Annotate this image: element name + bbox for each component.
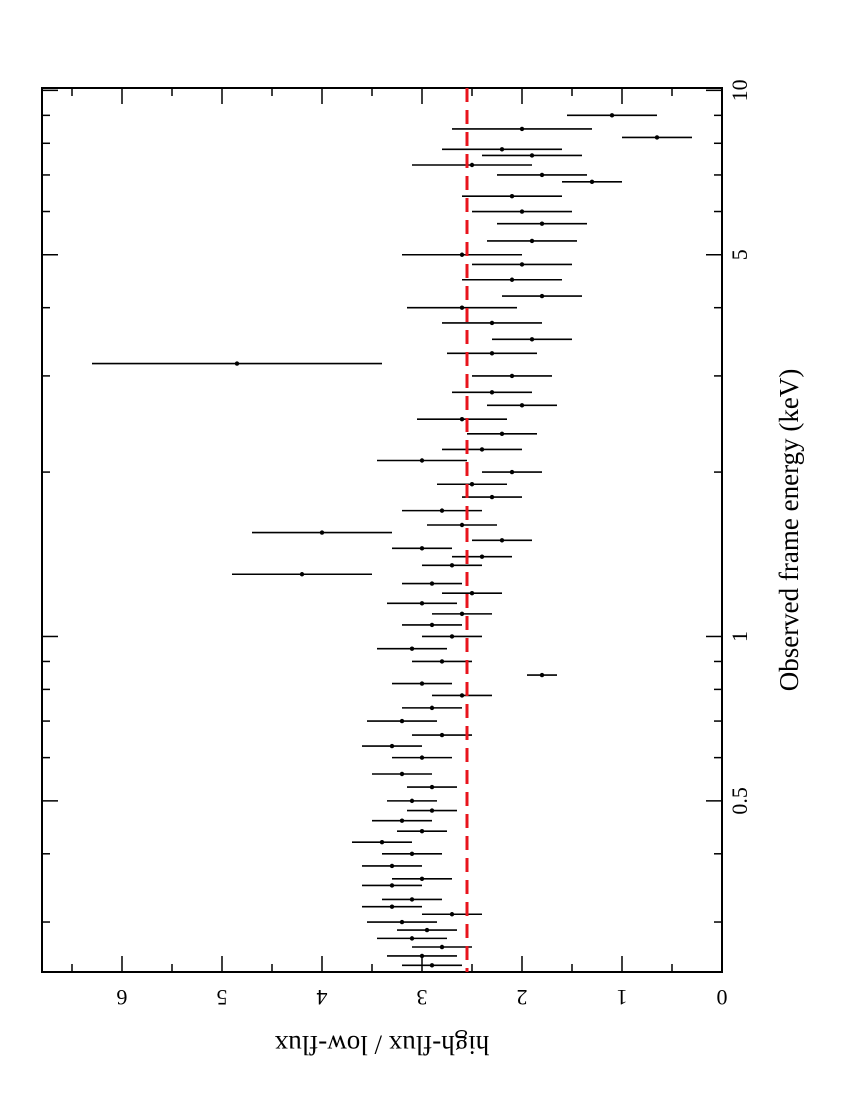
data-point xyxy=(389,743,395,749)
data-point xyxy=(489,494,495,500)
data-point xyxy=(429,581,435,586)
data-point xyxy=(399,718,405,724)
data-point xyxy=(609,113,615,118)
data-point xyxy=(539,672,545,678)
x-axis-title: Observed frame energy (keV) xyxy=(774,369,804,692)
data-point xyxy=(419,601,425,606)
y-tick-label: 3 xyxy=(417,985,428,1010)
data-point xyxy=(419,458,425,463)
data-point xyxy=(399,818,405,823)
data-point xyxy=(419,876,425,881)
x-tick-label: 0.5 xyxy=(727,787,752,815)
data-point xyxy=(429,705,435,711)
data-point xyxy=(529,238,535,244)
data-point xyxy=(509,373,515,379)
data-point xyxy=(319,530,325,535)
data-point xyxy=(429,622,435,628)
data-point xyxy=(539,221,545,226)
data-point xyxy=(419,828,425,834)
data-point xyxy=(389,904,395,909)
data-point xyxy=(409,798,415,804)
data-point xyxy=(589,179,595,185)
data-point xyxy=(479,447,485,452)
data-point xyxy=(519,126,525,132)
data-point xyxy=(539,293,545,299)
data-point xyxy=(539,172,545,178)
y-tick-label: 2 xyxy=(517,985,528,1010)
data-point xyxy=(489,320,495,326)
data-point xyxy=(529,153,535,158)
data-point xyxy=(379,840,385,845)
data-point xyxy=(389,883,395,888)
data-point xyxy=(299,572,305,577)
x-tick-label: 5 xyxy=(727,249,752,260)
data-point xyxy=(424,927,430,933)
data-point xyxy=(654,135,660,140)
data-point xyxy=(489,351,495,356)
data-point xyxy=(469,162,475,168)
data-point xyxy=(419,546,425,551)
data-point xyxy=(489,390,495,395)
data-point xyxy=(479,554,485,559)
x-tick-label: 1 xyxy=(727,631,752,642)
data-point xyxy=(519,209,525,214)
x-tick-label: 10 xyxy=(727,79,752,101)
data-point xyxy=(399,771,405,777)
y-axis-title: high-flux / low-flux xyxy=(274,1030,489,1060)
data-point xyxy=(519,262,525,267)
data-point xyxy=(529,337,535,342)
data-point xyxy=(419,681,425,686)
data-point xyxy=(419,755,425,760)
data-point xyxy=(499,431,505,437)
y-tick-label: 6 xyxy=(117,985,128,1010)
data-point xyxy=(449,634,455,639)
data-point xyxy=(234,361,240,366)
data-point xyxy=(459,416,465,422)
data-point xyxy=(429,963,435,968)
data-point xyxy=(439,508,445,513)
data-point xyxy=(509,277,515,282)
y-tick-label: 5 xyxy=(217,985,228,1010)
data-point xyxy=(469,591,475,596)
data-point xyxy=(389,863,395,869)
data-point xyxy=(449,912,455,917)
data-point xyxy=(459,252,465,257)
data-point xyxy=(439,732,445,738)
data-point xyxy=(409,646,415,651)
y-tick-label: 4 xyxy=(317,985,328,1010)
data-point xyxy=(459,693,465,698)
data-point xyxy=(429,784,435,790)
y-tick-label: 1 xyxy=(617,985,628,1010)
data-point xyxy=(439,944,445,950)
data-point xyxy=(439,659,445,664)
plot-frame xyxy=(41,87,723,973)
data-point xyxy=(519,403,525,408)
data-point xyxy=(509,469,515,475)
data-point xyxy=(469,482,475,487)
y-tick-label: 0 xyxy=(717,985,728,1010)
data-point xyxy=(409,897,415,902)
data-point xyxy=(459,611,465,617)
data-point xyxy=(409,936,415,941)
data-point xyxy=(399,919,405,925)
data-point xyxy=(499,147,505,152)
data-point xyxy=(449,563,455,568)
data-point xyxy=(409,851,415,856)
data-point xyxy=(459,522,465,528)
data-point xyxy=(429,808,435,813)
data-point xyxy=(499,538,505,543)
data-point xyxy=(419,953,425,959)
data-point xyxy=(509,194,515,199)
data-point xyxy=(459,305,465,310)
